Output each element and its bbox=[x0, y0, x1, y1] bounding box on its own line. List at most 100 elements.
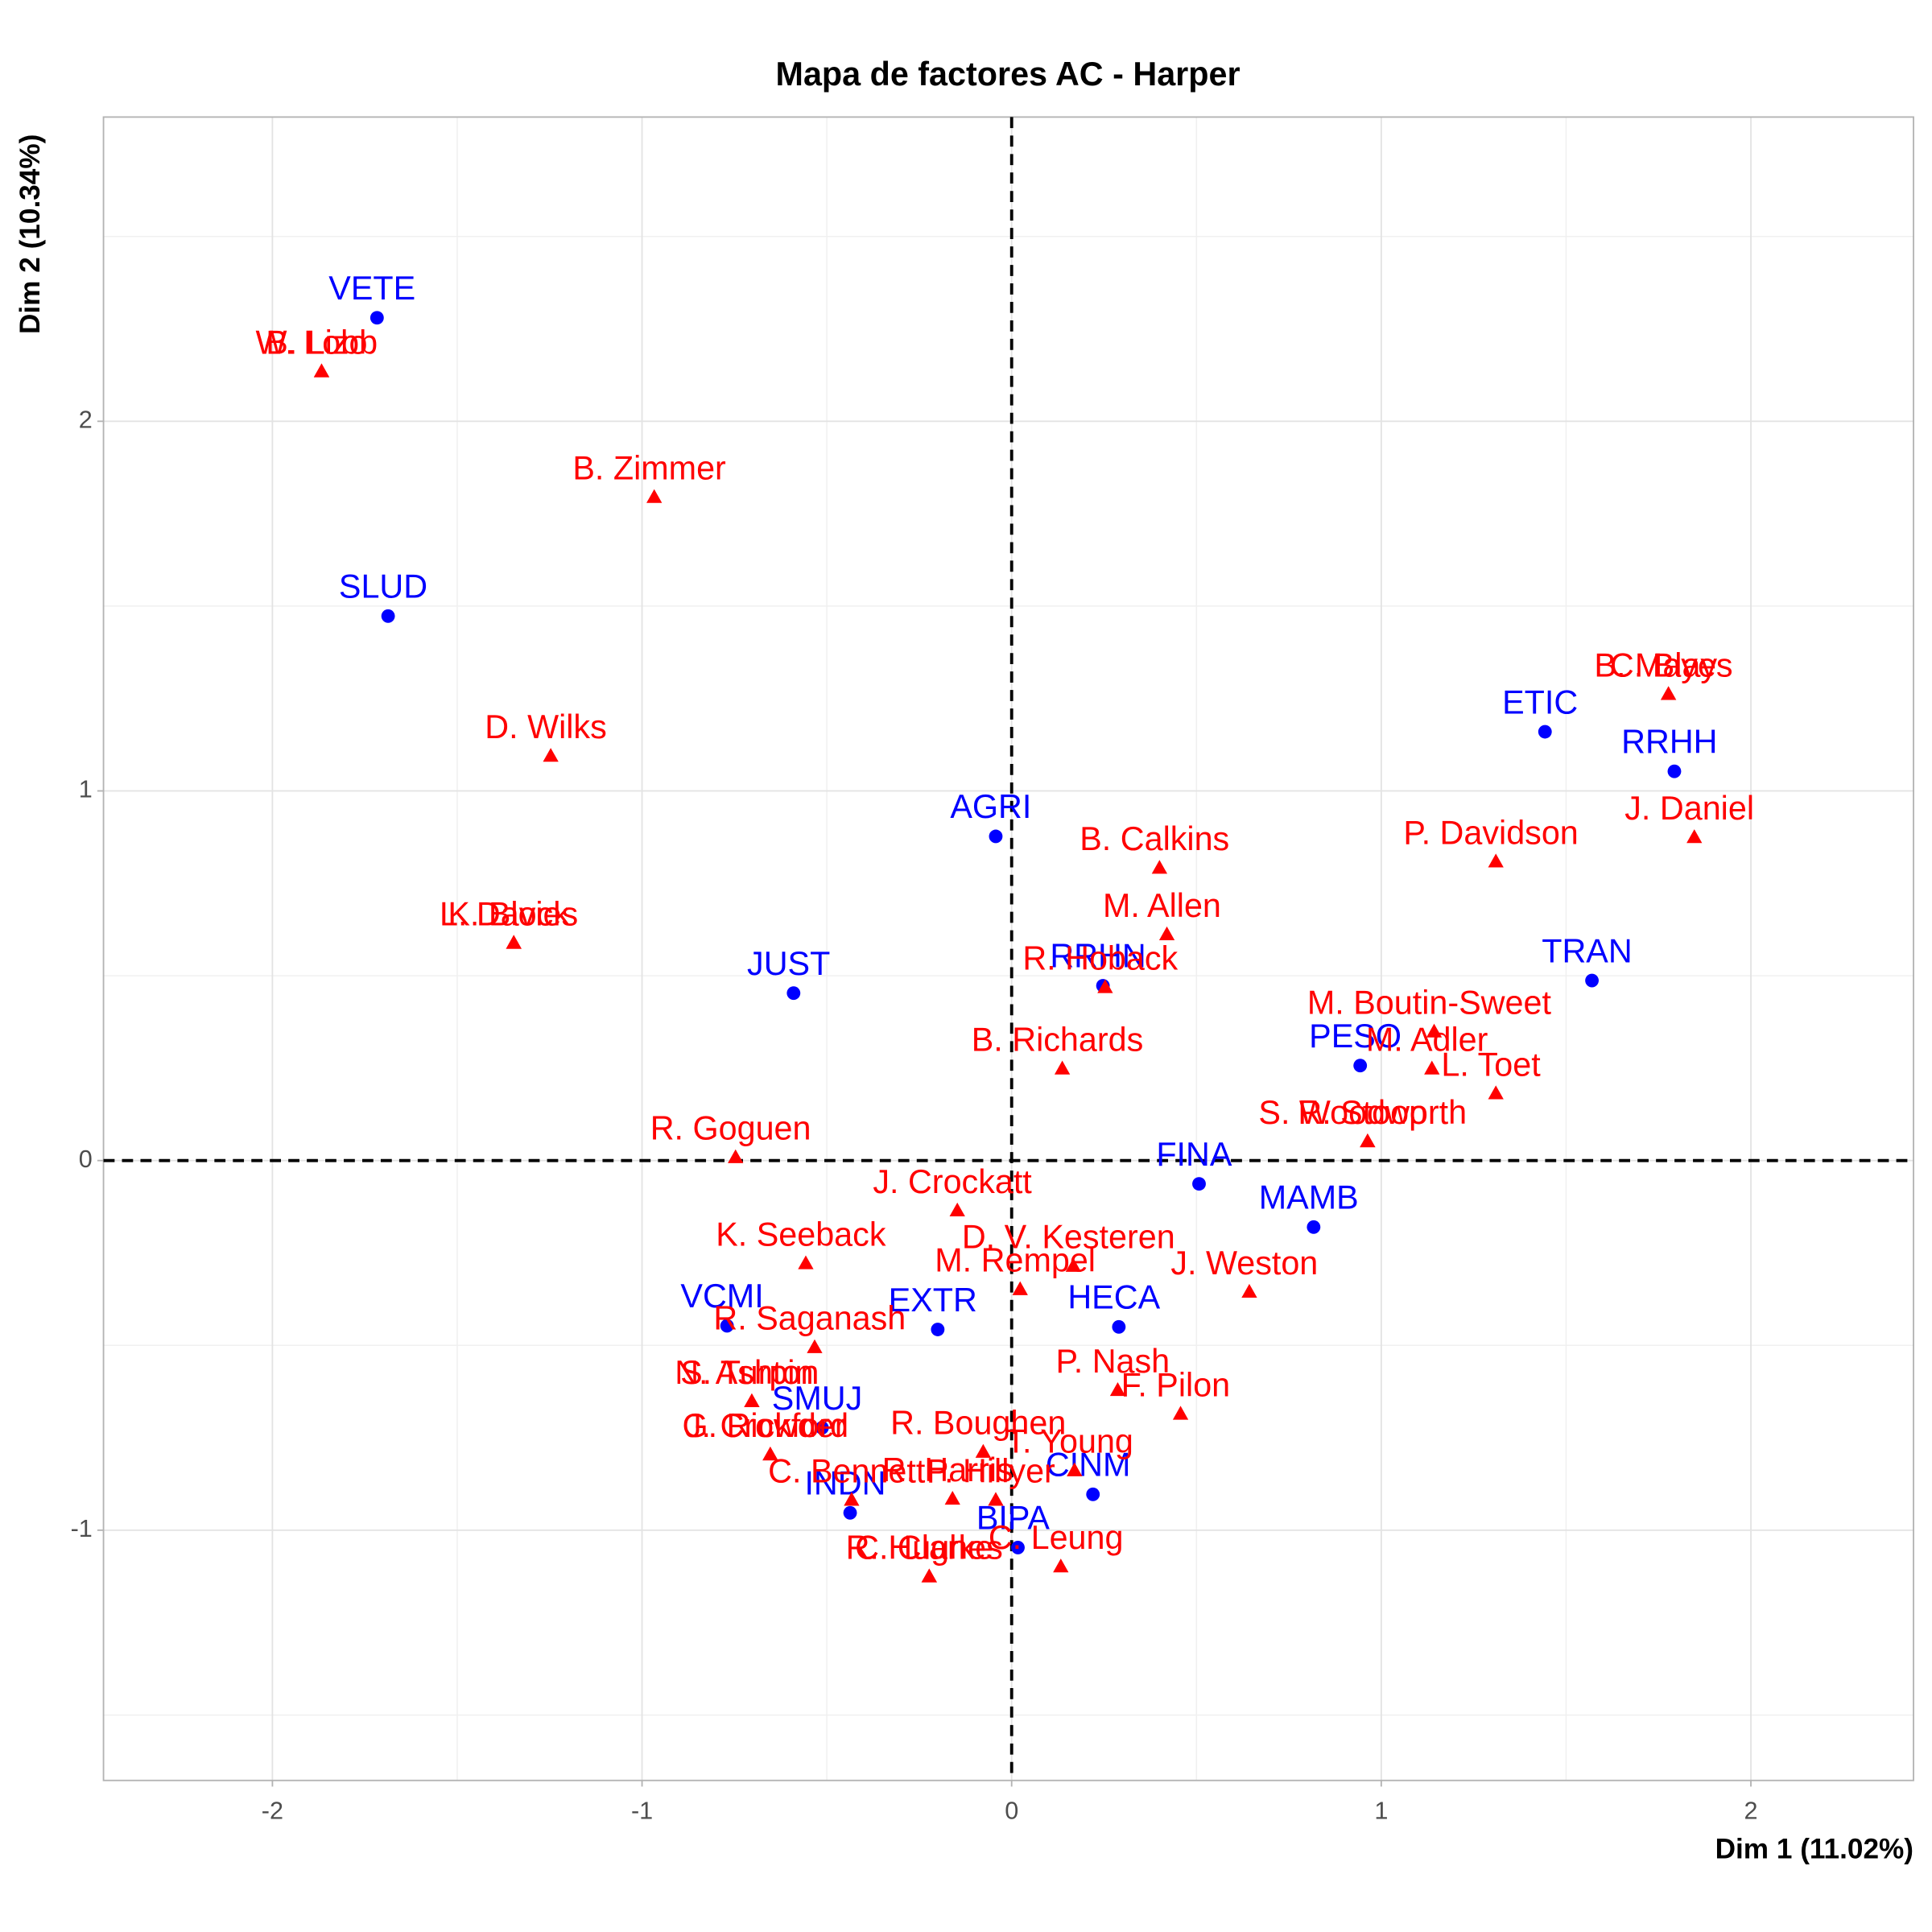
point bbox=[1585, 973, 1599, 988]
point-label: C. Clarke bbox=[855, 1529, 993, 1566]
point-label: S. Woodworth bbox=[1258, 1094, 1467, 1131]
point bbox=[844, 1492, 860, 1506]
point bbox=[786, 986, 801, 1001]
point bbox=[815, 1421, 829, 1435]
point-label: SLUD bbox=[339, 568, 427, 605]
point-label: C. Bennett bbox=[768, 1452, 926, 1489]
point-label: R. Stoop bbox=[1298, 1094, 1427, 1131]
point bbox=[369, 311, 384, 325]
point bbox=[1488, 853, 1504, 868]
point-label: D. Wilks bbox=[485, 708, 606, 745]
point-label: P. Hillyer bbox=[927, 1452, 1055, 1489]
x-tick-label: 2 bbox=[1744, 1798, 1757, 1825]
point bbox=[1686, 829, 1703, 844]
point bbox=[1109, 1382, 1126, 1397]
point-label: ETIC bbox=[1502, 683, 1578, 720]
point bbox=[944, 1491, 960, 1505]
point-label: B. Zimmer bbox=[572, 450, 726, 487]
point bbox=[1667, 764, 1682, 778]
point bbox=[807, 1339, 823, 1353]
point-label: R. Goguen bbox=[650, 1110, 811, 1147]
point-label: P. Nash bbox=[1056, 1343, 1170, 1380]
point-label: INDN bbox=[804, 1465, 886, 1502]
point-label: FINA bbox=[1156, 1136, 1232, 1173]
point bbox=[1112, 1319, 1126, 1334]
point-label: M. Rempel bbox=[935, 1242, 1096, 1279]
point-label: EXTR bbox=[889, 1282, 977, 1319]
point-label: N. Ashton bbox=[675, 1354, 819, 1391]
point bbox=[1011, 1541, 1025, 1554]
point bbox=[1054, 1060, 1071, 1075]
point-label: B. Richards bbox=[972, 1022, 1144, 1059]
point-label: R. Harris bbox=[882, 1451, 1013, 1488]
point-label: W. Lobb bbox=[256, 324, 378, 361]
point bbox=[1660, 686, 1677, 700]
point bbox=[1192, 1177, 1206, 1191]
point bbox=[1172, 1406, 1189, 1420]
point bbox=[1426, 1023, 1443, 1038]
point bbox=[1097, 979, 1113, 993]
x-axis-title: Dim 1 (11.02%) bbox=[1715, 1833, 1913, 1864]
y-axis-title: Dim 2 (10.34%) bbox=[14, 134, 46, 334]
point-label: R. Hughes bbox=[846, 1529, 1003, 1566]
x-tick-label: 0 bbox=[1005, 1798, 1018, 1825]
point bbox=[1424, 1060, 1440, 1075]
point bbox=[843, 1505, 857, 1520]
point-label: P. Davidson bbox=[1403, 814, 1578, 851]
point-label: G. Rickford bbox=[682, 1407, 848, 1444]
point bbox=[728, 1149, 744, 1163]
point bbox=[1538, 724, 1552, 739]
point bbox=[744, 1393, 760, 1407]
point bbox=[762, 1446, 778, 1461]
point-label: C. Leung bbox=[989, 1519, 1124, 1556]
x-tick-label: 1 bbox=[1374, 1798, 1388, 1825]
chart-title: Mapa de factores AC - Harper bbox=[776, 56, 1241, 93]
point-label: SMUJ bbox=[772, 1380, 862, 1417]
point-label: T. Young bbox=[1005, 1423, 1133, 1460]
point-label: TRAN bbox=[1542, 932, 1632, 969]
point bbox=[1012, 1281, 1028, 1295]
point-label: L. Davies bbox=[440, 895, 578, 932]
point bbox=[931, 1323, 945, 1336]
point-label: L. Toet bbox=[1441, 1046, 1541, 1083]
y-tick-label: 0 bbox=[79, 1146, 93, 1173]
point-label: K. Block bbox=[448, 895, 570, 932]
plot-panel bbox=[102, 116, 1914, 1781]
point bbox=[989, 829, 1003, 844]
point-label: J. Crowder bbox=[685, 1407, 846, 1444]
point bbox=[1086, 1487, 1100, 1501]
y-tick-label: 1 bbox=[79, 776, 93, 803]
y-tick-label: 2 bbox=[79, 406, 93, 433]
point bbox=[1241, 1283, 1257, 1298]
x-tick-label: -1 bbox=[631, 1798, 653, 1825]
point bbox=[381, 609, 395, 623]
point bbox=[1158, 926, 1175, 941]
point-label: JUST bbox=[747, 945, 830, 982]
point-label: PESO bbox=[1309, 1018, 1402, 1055]
point bbox=[1151, 860, 1168, 874]
point-label: B. Lizo bbox=[266, 324, 367, 361]
point bbox=[1353, 1059, 1368, 1073]
point bbox=[921, 1568, 937, 1583]
point-label: C. Blay bbox=[1610, 646, 1717, 683]
point-label: AGRI bbox=[950, 788, 1031, 825]
point-label: RRHH bbox=[1621, 723, 1717, 760]
point-label: M. Boutin-Sweet bbox=[1307, 985, 1552, 1022]
point-label: M. Adler bbox=[1366, 1022, 1488, 1059]
point bbox=[646, 489, 663, 503]
point bbox=[1053, 1558, 1069, 1573]
point bbox=[1065, 1257, 1082, 1272]
point-label: B. Calkins bbox=[1080, 820, 1229, 857]
point bbox=[949, 1202, 965, 1217]
point-label: B. Mayes bbox=[1594, 646, 1732, 683]
point bbox=[975, 1443, 991, 1458]
point bbox=[720, 1319, 734, 1333]
point-label: HECA bbox=[1067, 1279, 1160, 1316]
point-label: K. Seeback bbox=[716, 1216, 886, 1253]
point-label: D. V. Kesteren bbox=[962, 1219, 1175, 1256]
x-tick-label: -2 bbox=[262, 1798, 283, 1825]
point-label: F. Pilon bbox=[1121, 1366, 1230, 1403]
